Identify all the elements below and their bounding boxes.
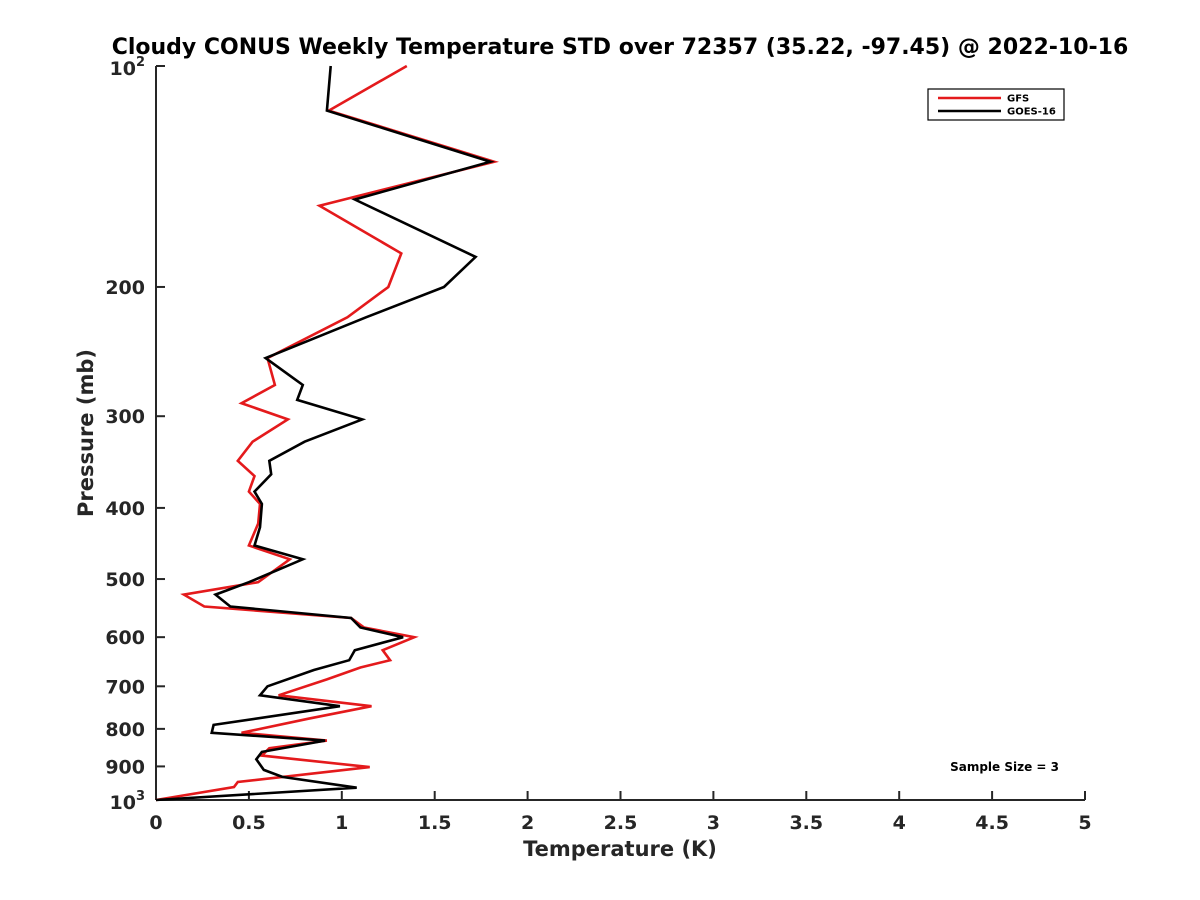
legend-label: GFS [1007,94,1029,105]
y-tick-label: 500 [105,569,145,591]
x-tick-label: 3 [707,812,720,834]
x-tick-label: 5 [1078,812,1091,834]
x-tick-label: 3.5 [789,812,823,834]
legend-box [927,88,1065,121]
y-tick-label: 900 [105,756,145,778]
legend: GFS GOES-16 [927,88,1065,121]
y-tick-label: 600 [105,627,145,649]
x-tick-label: 1 [335,812,348,834]
y-tick-label: 400 [105,498,145,520]
legend-label: GOES-16 [1007,107,1056,118]
series-line-goes-16 [155,65,495,802]
y-tick-label: 800 [105,719,145,741]
x-tick-label: 4.5 [975,812,1009,834]
y-tick-label: 102 [110,55,146,80]
x-axis-label: Temperature (K) [523,837,717,861]
y-tick-label: 103 [110,789,146,814]
plot-area: 0 0.5 1 1.5 2 2.5 3 3.5 4 4.5 5 102 200 300 400 500 600 7… [105,55,1091,834]
x-tick-label: 0 [149,812,162,834]
x-tick-label: 1.5 [418,812,452,834]
x-tick-label: 2.5 [604,812,638,834]
y-tick-label: 200 [105,277,145,299]
x-tick-label: 4 [893,812,906,834]
sample-size-annotation: Sample Size = 3 [950,760,1059,774]
chart-title: Cloudy CONUS Weekly Temperature STD over… [112,35,1129,60]
x-tick-label: 0.5 [232,812,266,834]
y-tick-label: 300 [105,406,145,428]
y-axis-label: Pressure (mb) [74,349,98,517]
x-tick-label: 2 [521,812,534,834]
y-tick-label: 700 [105,676,145,698]
